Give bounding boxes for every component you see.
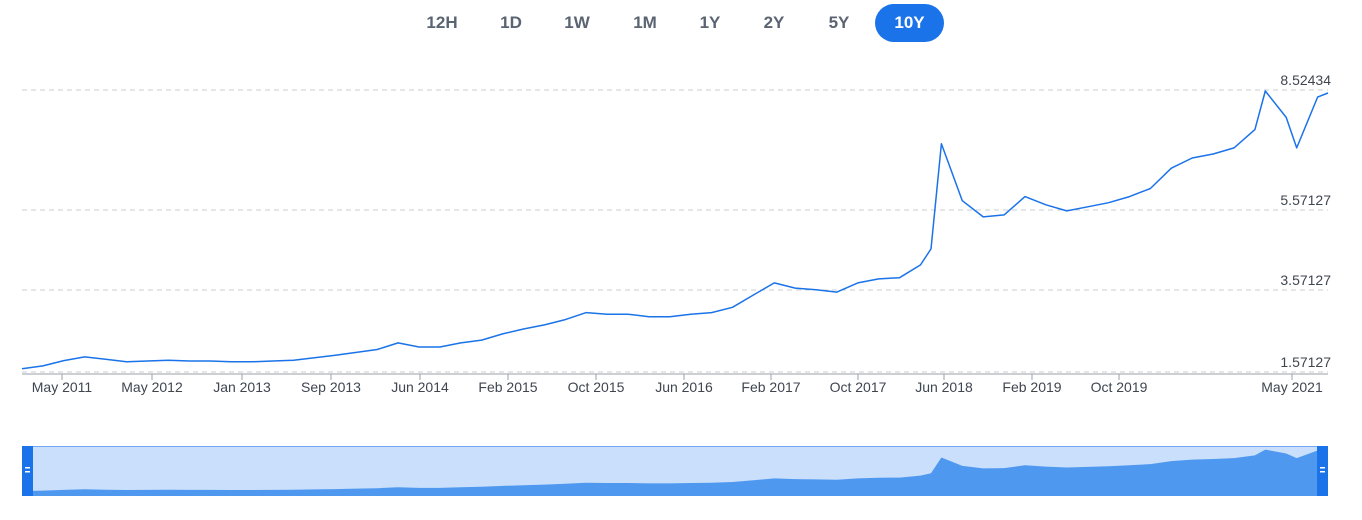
navigator-handle-right[interactable]: [1317, 446, 1328, 496]
price-line: [21, 90, 1329, 370]
x-tick-label: Oct 2015: [568, 379, 625, 395]
series-layer: [21, 90, 1329, 370]
x-tick-label: Jun 2014: [391, 379, 449, 395]
y-tick-label: 1.57127: [1280, 354, 1331, 370]
y-tick-label: 3.57127: [1280, 272, 1331, 288]
range-button-10y[interactable]: 10Y: [875, 4, 944, 42]
x-tick-label: Oct 2019: [1091, 379, 1148, 395]
x-tick-label: Jan 2013: [213, 379, 271, 395]
range-button-1w[interactable]: 1W: [564, 13, 590, 32]
range-button-1m[interactable]: 1M: [633, 13, 657, 32]
range-button-1y[interactable]: 1Y: [699, 13, 721, 32]
x-axis: May 2011 May 2012 Jan 2013 Sep 2013 Jun 2014…: [22, 373, 1328, 395]
grid-layer: 8.52434 5.57127 3.57127 1.57127: [22, 72, 1331, 373]
x-tick-label: May 2012: [121, 379, 183, 395]
x-tick-label: Sep 2013: [301, 379, 361, 395]
y-tick-label: 5.57127: [1280, 192, 1331, 208]
x-tick-label: May 2011: [32, 379, 93, 395]
x-tick-label: Jun 2016: [655, 379, 713, 395]
range-button-2y[interactable]: 2Y: [763, 13, 785, 32]
x-tick-label: Jun 2018: [915, 379, 973, 395]
x-tick-label: May 2021: [1261, 379, 1323, 395]
navigator-series-area: [22, 449, 1328, 496]
x-tick-label: Feb 2019: [1002, 379, 1061, 395]
navigator[interactable]: [22, 446, 1328, 496]
range-button-12h[interactable]: 12H: [426, 13, 458, 32]
range-selector: 12H 1D 1W 1M 1Y 2Y 5Y 10Y: [0, 2, 1362, 42]
range-button-5y[interactable]: 5Y: [828, 13, 850, 32]
x-tick-label: Oct 2017: [830, 379, 887, 395]
x-tick-label: Feb 2017: [741, 379, 800, 395]
range-button-1d[interactable]: 1D: [500, 13, 522, 32]
y-tick-label: 8.52434: [1280, 72, 1331, 88]
navigator-handle-left[interactable]: [22, 446, 33, 496]
x-tick-label: Feb 2015: [478, 379, 537, 395]
